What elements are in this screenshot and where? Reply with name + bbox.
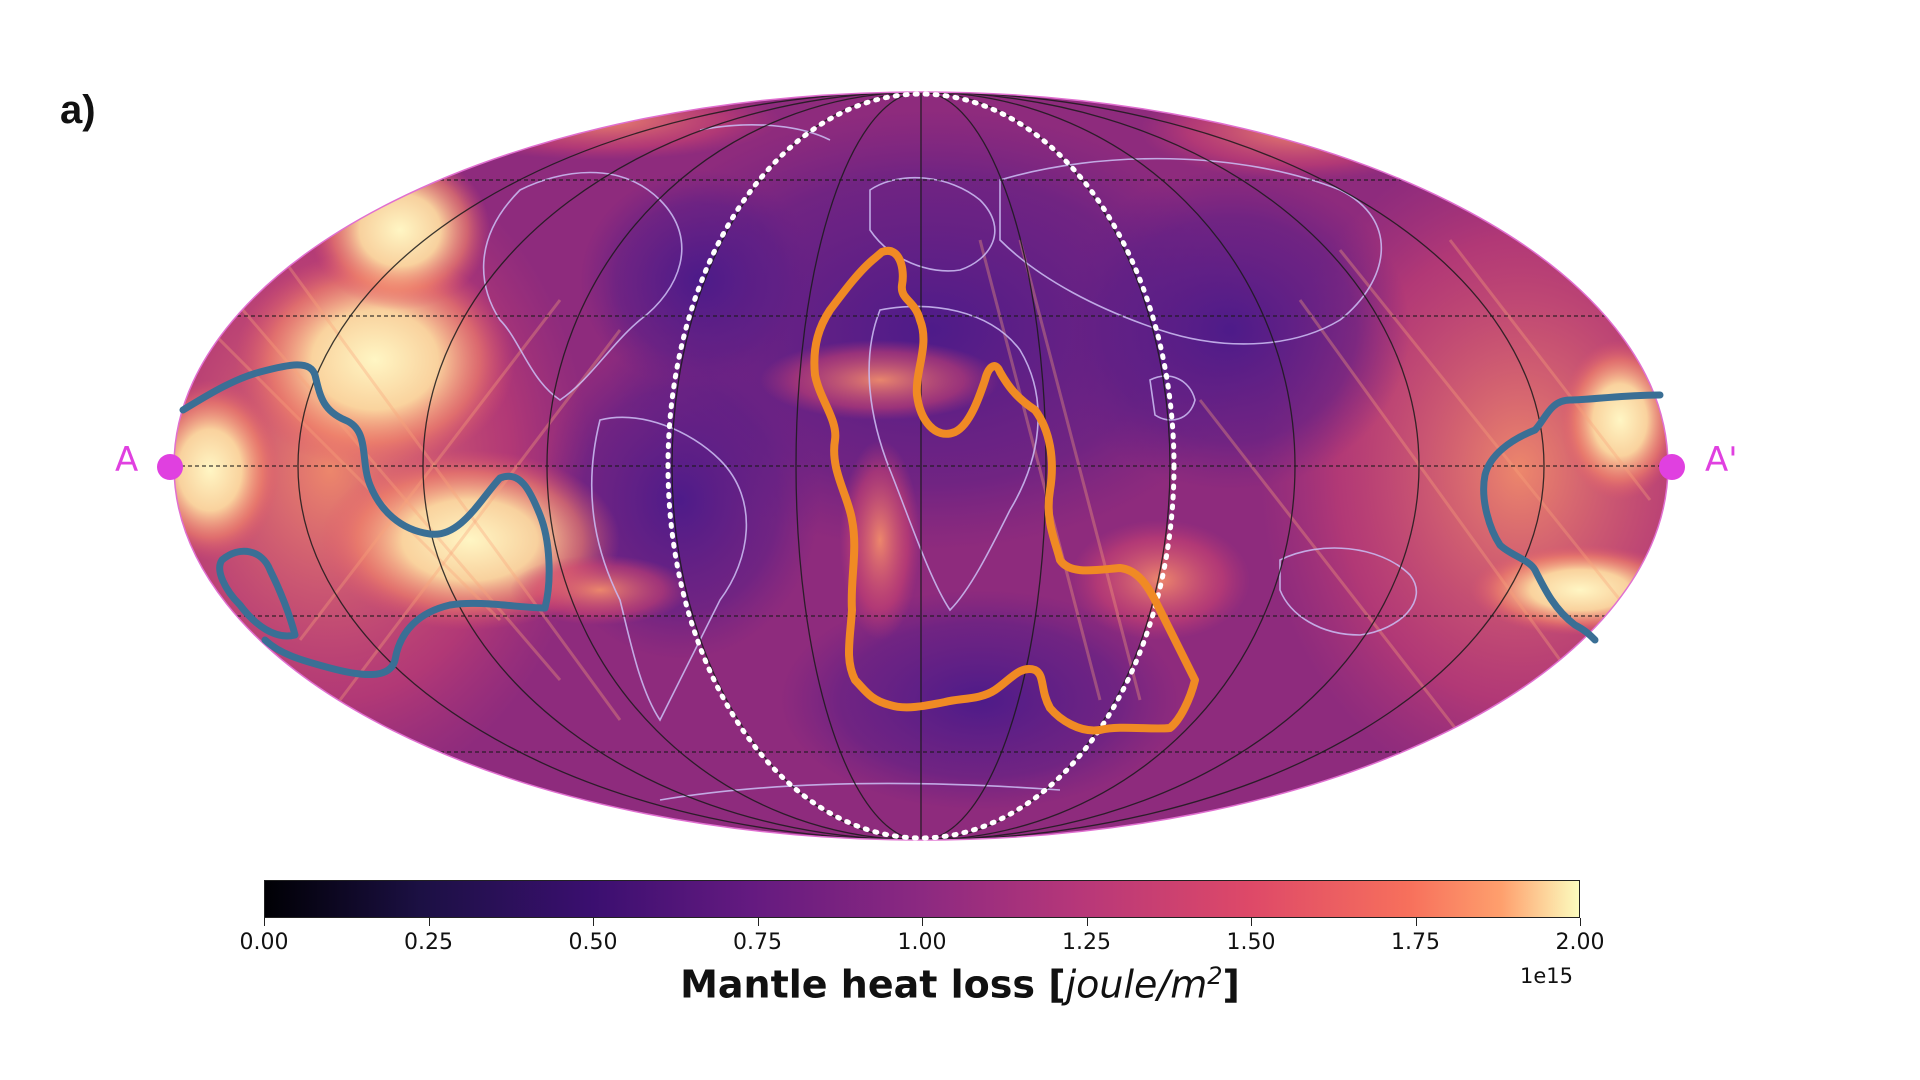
colorbar-tick-mark bbox=[922, 918, 923, 926]
colorbar-tick-mark bbox=[1251, 918, 1252, 926]
endpoint-a-prime-marker bbox=[1659, 454, 1685, 480]
colorbar-gradient bbox=[264, 880, 1580, 918]
colorbar-tick-mark bbox=[757, 918, 759, 926]
colorbar-tick-mark bbox=[593, 918, 594, 926]
colorbar-tick-label: 0.00 bbox=[239, 930, 289, 955]
colorbar-tick-mark bbox=[1086, 918, 1088, 926]
colorbar bbox=[264, 880, 1580, 918]
colorbar-tick-label: 1.75 bbox=[1391, 930, 1440, 955]
panel-label: a) bbox=[60, 88, 96, 132]
colorbar-tick-label: 0.50 bbox=[568, 930, 618, 955]
colorbar-tick-mark bbox=[264, 918, 265, 926]
colorbar-tick-mark bbox=[428, 918, 430, 926]
endpoint-a-marker bbox=[157, 454, 183, 480]
colorbar-multiplier: 1e15 bbox=[1520, 964, 1574, 988]
colorbar-tick-label: 1.50 bbox=[1226, 930, 1276, 955]
colorbar-tick-label: 0.75 bbox=[733, 930, 782, 955]
heat-field bbox=[174, 92, 1668, 840]
coastlines bbox=[482, 124, 1417, 801]
colorbar-unit-exponent: 2 bbox=[1207, 962, 1223, 990]
colorbar-tick-label: 1.25 bbox=[1062, 930, 1111, 955]
colorbar-title: Mantle heat loss [joule/m2] bbox=[0, 962, 1920, 1007]
colorbar-unit: joule/m bbox=[1065, 962, 1208, 1007]
endpoint-a-label: A bbox=[115, 440, 139, 480]
endpoint-a-prime-label: A' bbox=[1705, 440, 1738, 480]
blue-contour bbox=[179, 361, 1664, 678]
orange-contour bbox=[810, 246, 1199, 735]
colorbar-tick-label: 0.25 bbox=[404, 930, 453, 955]
colorbar-tick-label: 2.00 bbox=[1555, 930, 1605, 955]
colorbar-tick-label: 1.00 bbox=[897, 930, 947, 955]
colorbar-title-suffix: ] bbox=[1222, 962, 1240, 1007]
colorbar-tick-mark bbox=[1580, 918, 1581, 926]
colorbar-tick-mark bbox=[1415, 918, 1417, 926]
colorbar-title-prefix: Mantle heat loss [ bbox=[680, 962, 1066, 1007]
dotted-boundary-circle bbox=[665, 91, 1177, 841]
